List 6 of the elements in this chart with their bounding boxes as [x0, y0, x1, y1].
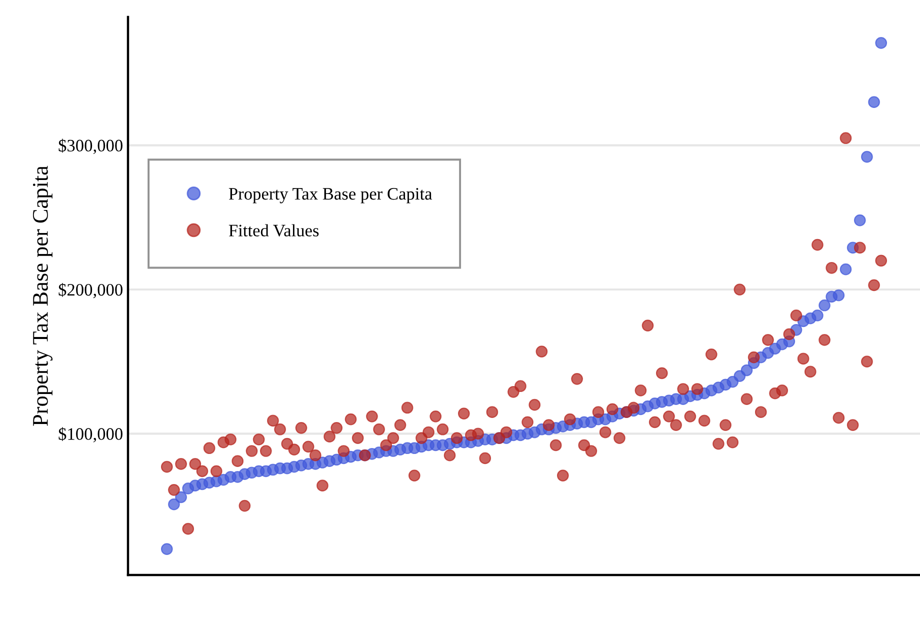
y-axis-title: Property Tax Base per Capita: [32, 166, 52, 426]
legend-label: Fitted Values: [228, 224, 319, 237]
y-tick-label: $300,000: [58, 138, 122, 154]
y-tick-label: $200,000: [58, 282, 122, 298]
legend-label: Property Tax Base per Capita: [228, 188, 432, 204]
y-tick-label: $100,000: [58, 427, 122, 442]
